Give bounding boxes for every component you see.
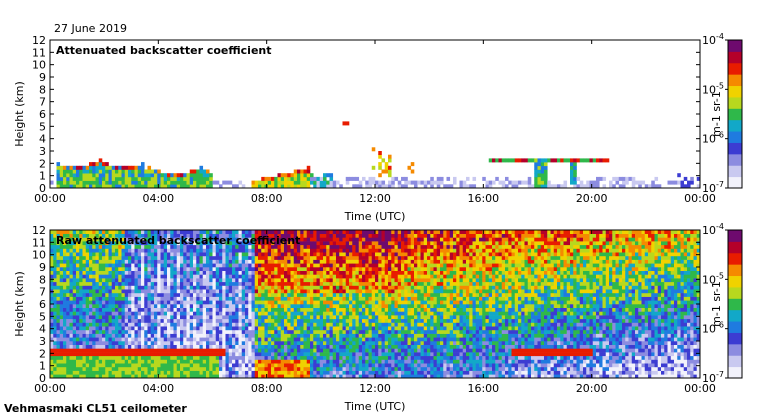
panel-title: Raw attenuated backscatter coefficient bbox=[56, 234, 300, 247]
x-tick-label: 16:00 bbox=[467, 382, 499, 395]
colorbar-swatch bbox=[728, 176, 742, 189]
x-tick-label: 04:00 bbox=[142, 382, 174, 395]
backscatter-field bbox=[50, 230, 701, 379]
colorbar-swatch bbox=[728, 165, 742, 178]
y-tick-label: 10 bbox=[32, 249, 46, 262]
colorbar-unit-label: m-1 sr-1 bbox=[710, 281, 723, 327]
colorbar-swatch bbox=[728, 108, 742, 121]
colorbar-tick-label: 10-7 bbox=[702, 180, 724, 195]
y-tick-label: 2 bbox=[39, 347, 46, 360]
x-tick-label: 16:00 bbox=[467, 192, 499, 205]
y-tick-label: 4 bbox=[39, 133, 46, 146]
colorbar-swatch bbox=[728, 309, 742, 322]
y-tick-label: 3 bbox=[39, 145, 46, 158]
backscatter-field bbox=[50, 121, 701, 189]
colorbar-tick-label: 10-7 bbox=[702, 370, 724, 385]
y-tick-label: 5 bbox=[39, 310, 46, 323]
plot-area bbox=[50, 40, 700, 188]
colorbar-swatch bbox=[728, 298, 742, 311]
colorbar-swatch bbox=[728, 332, 742, 345]
colorbar-swatch bbox=[728, 131, 742, 143]
y-tick-label: 8 bbox=[39, 273, 46, 286]
x-tick-label: 08:00 bbox=[251, 382, 283, 395]
y-tick-label: 9 bbox=[39, 261, 46, 274]
y-axis-label: Height (km) bbox=[13, 81, 26, 147]
y-tick-label: 4 bbox=[39, 323, 46, 336]
colorbar-swatch bbox=[728, 62, 742, 75]
y-tick-label: 0 bbox=[39, 372, 46, 385]
x-tick-label: 20:00 bbox=[576, 192, 608, 205]
y-axis-label: Height (km) bbox=[13, 271, 26, 337]
colorbar-swatch bbox=[728, 153, 742, 166]
y-tick-label: 1 bbox=[39, 360, 46, 373]
colorbar-swatch bbox=[728, 51, 742, 64]
x-tick-label: 00:00 bbox=[34, 192, 66, 205]
colorbar-swatch bbox=[728, 241, 742, 254]
date-label: 27 June 2019 bbox=[54, 22, 127, 35]
x-axis-label: Time (UTC) bbox=[344, 400, 406, 413]
y-tick-label: 0 bbox=[39, 182, 46, 195]
y-tick-label: 12 bbox=[32, 34, 46, 47]
panel-title: Attenuated backscatter coefficient bbox=[56, 44, 272, 57]
y-tick-label: 9 bbox=[39, 71, 46, 84]
y-tick-label: 3 bbox=[39, 335, 46, 348]
colorbar-swatch bbox=[728, 264, 742, 277]
y-tick-label: 1 bbox=[39, 170, 46, 183]
colorbar-swatch bbox=[728, 119, 742, 132]
colorbar-frame bbox=[727, 229, 743, 379]
colorbar-swatch bbox=[728, 96, 742, 109]
colorbar-swatch bbox=[728, 321, 742, 333]
colorbar: 10-710-610-510-4m-1 sr-1 bbox=[702, 222, 743, 385]
colorbar-swatch bbox=[728, 343, 742, 356]
colorbar-swatch bbox=[728, 74, 742, 87]
y-tick-label: 6 bbox=[39, 298, 46, 311]
colorbar-swatch bbox=[728, 286, 742, 299]
colorbar-swatch bbox=[728, 366, 742, 379]
colorbar: 10-710-610-510-4m-1 sr-1 bbox=[702, 32, 743, 195]
y-tick-label: 11 bbox=[32, 46, 46, 59]
x-tick-label: 12:00 bbox=[359, 192, 391, 205]
colorbar-swatch bbox=[728, 275, 742, 288]
colorbar-frame bbox=[727, 39, 743, 189]
y-tick-label: 12 bbox=[32, 224, 46, 237]
x-tick-label: 08:00 bbox=[251, 192, 283, 205]
instrument-label: Vehmasmaki CL51 ceilometer bbox=[4, 402, 187, 415]
y-tick-label: 10 bbox=[32, 59, 46, 72]
colorbar-tick-label: 10-4 bbox=[702, 32, 724, 47]
y-tick-label: 7 bbox=[39, 96, 46, 109]
x-axis-label: Time (UTC) bbox=[344, 210, 406, 223]
x-tick-label: 00:00 bbox=[684, 192, 716, 205]
colorbar-swatch bbox=[728, 40, 742, 52]
colorbar-swatch bbox=[728, 355, 742, 368]
y-tick-label: 11 bbox=[32, 236, 46, 249]
x-tick-label: 00:00 bbox=[34, 382, 66, 395]
x-tick-label: 00:00 bbox=[684, 382, 716, 395]
colorbar-tick-label: 10-4 bbox=[702, 222, 724, 237]
y-tick-label: 6 bbox=[39, 108, 46, 121]
x-tick-label: 20:00 bbox=[576, 382, 608, 395]
x-tick-label: 04:00 bbox=[142, 192, 174, 205]
y-tick-label: 5 bbox=[39, 120, 46, 133]
colorbar-swatch bbox=[728, 85, 742, 98]
colorbar-swatch bbox=[728, 142, 742, 155]
y-tick-label: 7 bbox=[39, 286, 46, 299]
colorbar-swatch bbox=[728, 230, 742, 242]
y-tick-label: 8 bbox=[39, 83, 46, 96]
x-tick-label: 12:00 bbox=[359, 382, 391, 395]
colorbar-unit-label: m-1 sr-1 bbox=[710, 91, 723, 137]
y-tick-label: 2 bbox=[39, 157, 46, 170]
colorbar-swatch bbox=[728, 252, 742, 265]
